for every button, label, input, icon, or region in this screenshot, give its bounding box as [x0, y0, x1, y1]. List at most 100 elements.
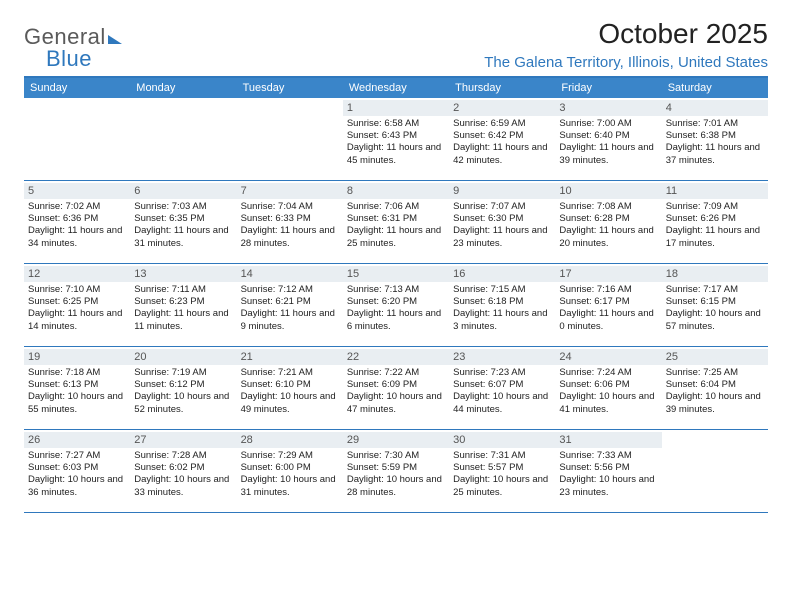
- sunset-line: Sunset: 6:17 PM: [559, 296, 657, 308]
- day-cell: 20Sunrise: 7:19 AMSunset: 6:12 PMDayligh…: [130, 347, 236, 429]
- weekday-label: Tuesday: [237, 78, 343, 98]
- sunrise-line: Sunrise: 7:02 AM: [28, 201, 126, 213]
- sunset-line: Sunset: 6:42 PM: [453, 130, 551, 142]
- daylight-line: Daylight: 11 hours and 17 minutes.: [666, 225, 764, 249]
- sunset-line: Sunset: 6:30 PM: [453, 213, 551, 225]
- sunset-line: Sunset: 6:21 PM: [241, 296, 339, 308]
- day-number: 10: [555, 183, 661, 199]
- sunrise-line: Sunrise: 7:04 AM: [241, 201, 339, 213]
- sunset-line: Sunset: 6:04 PM: [666, 379, 764, 391]
- page-title: October 2025: [484, 18, 768, 50]
- daylight-line: Daylight: 11 hours and 25 minutes.: [347, 225, 445, 249]
- sunset-line: Sunset: 6:06 PM: [559, 379, 657, 391]
- day-number: 6: [130, 183, 236, 199]
- daylight-line: Daylight: 10 hours and 55 minutes.: [28, 391, 126, 415]
- sunrise-line: Sunrise: 7:30 AM: [347, 450, 445, 462]
- week-row: 26Sunrise: 7:27 AMSunset: 6:03 PMDayligh…: [24, 430, 768, 513]
- day-number: 12: [24, 266, 130, 282]
- day-number: 27: [130, 432, 236, 448]
- day-cell: 25Sunrise: 7:25 AMSunset: 6:04 PMDayligh…: [662, 347, 768, 429]
- day-number: 8: [343, 183, 449, 199]
- day-number: 30: [449, 432, 555, 448]
- day-empty: [662, 430, 768, 512]
- daylight-line: Daylight: 11 hours and 39 minutes.: [559, 142, 657, 166]
- sunset-line: Sunset: 6:28 PM: [559, 213, 657, 225]
- day-cell: 16Sunrise: 7:15 AMSunset: 6:18 PMDayligh…: [449, 264, 555, 346]
- sunrise-line: Sunrise: 7:16 AM: [559, 284, 657, 296]
- weekday-label: Monday: [130, 78, 236, 98]
- weekday-header: SundayMondayTuesdayWednesdayThursdayFrid…: [24, 78, 768, 98]
- sunrise-line: Sunrise: 7:10 AM: [28, 284, 126, 296]
- sunrise-line: Sunrise: 7:17 AM: [666, 284, 764, 296]
- sunset-line: Sunset: 6:33 PM: [241, 213, 339, 225]
- daylight-line: Daylight: 11 hours and 20 minutes.: [559, 225, 657, 249]
- day-number: 19: [24, 349, 130, 365]
- day-number: 18: [662, 266, 768, 282]
- day-number: 24: [555, 349, 661, 365]
- sunrise-line: Sunrise: 7:00 AM: [559, 118, 657, 130]
- weekday-label: Sunday: [24, 78, 130, 98]
- sunset-line: Sunset: 6:00 PM: [241, 462, 339, 474]
- day-cell: 7Sunrise: 7:04 AMSunset: 6:33 PMDaylight…: [237, 181, 343, 263]
- day-cell: 5Sunrise: 7:02 AMSunset: 6:36 PMDaylight…: [24, 181, 130, 263]
- day-cell: 18Sunrise: 7:17 AMSunset: 6:15 PMDayligh…: [662, 264, 768, 346]
- day-number: 20: [130, 349, 236, 365]
- logo: General Blue: [24, 18, 122, 72]
- sunrise-line: Sunrise: 7:09 AM: [666, 201, 764, 213]
- day-cell: 6Sunrise: 7:03 AMSunset: 6:35 PMDaylight…: [130, 181, 236, 263]
- day-cell: 8Sunrise: 7:06 AMSunset: 6:31 PMDaylight…: [343, 181, 449, 263]
- sunrise-line: Sunrise: 7:18 AM: [28, 367, 126, 379]
- day-cell: 27Sunrise: 7:28 AMSunset: 6:02 PMDayligh…: [130, 430, 236, 512]
- sunrise-line: Sunrise: 6:59 AM: [453, 118, 551, 130]
- day-number: 25: [662, 349, 768, 365]
- day-number: 22: [343, 349, 449, 365]
- daylight-line: Daylight: 10 hours and 44 minutes.: [453, 391, 551, 415]
- weekday-label: Friday: [555, 78, 661, 98]
- daylight-line: Daylight: 11 hours and 34 minutes.: [28, 225, 126, 249]
- sunrise-line: Sunrise: 7:23 AM: [453, 367, 551, 379]
- day-number: 9: [449, 183, 555, 199]
- daylight-line: Daylight: 10 hours and 36 minutes.: [28, 474, 126, 498]
- sunrise-line: Sunrise: 7:03 AM: [134, 201, 232, 213]
- sunset-line: Sunset: 6:10 PM: [241, 379, 339, 391]
- daylight-line: Daylight: 11 hours and 45 minutes.: [347, 142, 445, 166]
- day-number: 5: [24, 183, 130, 199]
- daylight-line: Daylight: 11 hours and 31 minutes.: [134, 225, 232, 249]
- day-number: 7: [237, 183, 343, 199]
- day-cell: 1Sunrise: 6:58 AMSunset: 6:43 PMDaylight…: [343, 98, 449, 180]
- day-cell: 23Sunrise: 7:23 AMSunset: 6:07 PMDayligh…: [449, 347, 555, 429]
- sunrise-line: Sunrise: 7:28 AM: [134, 450, 232, 462]
- sunrise-line: Sunrise: 7:08 AM: [559, 201, 657, 213]
- day-cell: 21Sunrise: 7:21 AMSunset: 6:10 PMDayligh…: [237, 347, 343, 429]
- sunrise-line: Sunrise: 7:12 AM: [241, 284, 339, 296]
- sunrise-line: Sunrise: 7:15 AM: [453, 284, 551, 296]
- day-cell: 11Sunrise: 7:09 AMSunset: 6:26 PMDayligh…: [662, 181, 768, 263]
- daylight-line: Daylight: 11 hours and 23 minutes.: [453, 225, 551, 249]
- week-row: 12Sunrise: 7:10 AMSunset: 6:25 PMDayligh…: [24, 264, 768, 347]
- day-number: 17: [555, 266, 661, 282]
- day-cell: 17Sunrise: 7:16 AMSunset: 6:17 PMDayligh…: [555, 264, 661, 346]
- day-cell: 9Sunrise: 7:07 AMSunset: 6:30 PMDaylight…: [449, 181, 555, 263]
- daylight-line: Daylight: 10 hours and 47 minutes.: [347, 391, 445, 415]
- day-cell: 13Sunrise: 7:11 AMSunset: 6:23 PMDayligh…: [130, 264, 236, 346]
- sunset-line: Sunset: 6:09 PM: [347, 379, 445, 391]
- day-cell: 3Sunrise: 7:00 AMSunset: 6:40 PMDaylight…: [555, 98, 661, 180]
- day-number: 15: [343, 266, 449, 282]
- sunset-line: Sunset: 6:31 PM: [347, 213, 445, 225]
- sunrise-line: Sunrise: 7:21 AM: [241, 367, 339, 379]
- day-number: 14: [237, 266, 343, 282]
- day-cell: 31Sunrise: 7:33 AMSunset: 5:56 PMDayligh…: [555, 430, 661, 512]
- sunrise-line: Sunrise: 7:13 AM: [347, 284, 445, 296]
- sunset-line: Sunset: 5:59 PM: [347, 462, 445, 474]
- daylight-line: Daylight: 11 hours and 11 minutes.: [134, 308, 232, 332]
- day-cell: 12Sunrise: 7:10 AMSunset: 6:25 PMDayligh…: [24, 264, 130, 346]
- week-row: 19Sunrise: 7:18 AMSunset: 6:13 PMDayligh…: [24, 347, 768, 430]
- sunrise-line: Sunrise: 7:11 AM: [134, 284, 232, 296]
- sunrise-line: Sunrise: 7:29 AM: [241, 450, 339, 462]
- sunset-line: Sunset: 6:20 PM: [347, 296, 445, 308]
- sunset-line: Sunset: 6:07 PM: [453, 379, 551, 391]
- day-number: 13: [130, 266, 236, 282]
- sunrise-line: Sunrise: 7:25 AM: [666, 367, 764, 379]
- day-empty: [130, 98, 236, 180]
- sunset-line: Sunset: 6:40 PM: [559, 130, 657, 142]
